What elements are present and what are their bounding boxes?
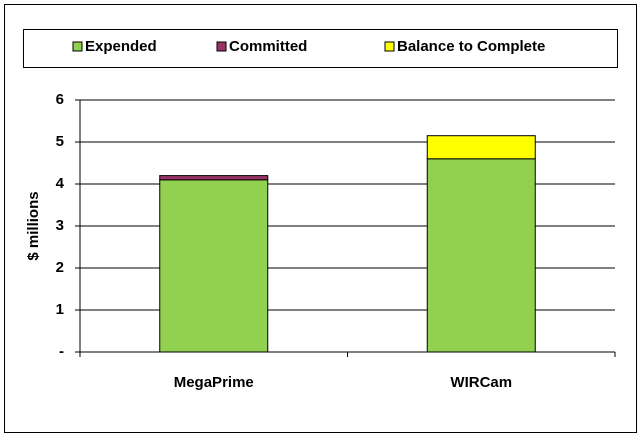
legend-label: Balance to Complete <box>397 38 545 55</box>
legend-box <box>23 29 618 68</box>
y-axis-title: $ millions <box>25 191 42 260</box>
y-tick-label: 5 <box>56 133 64 150</box>
legend-swatch <box>72 41 83 52</box>
bar-segment <box>159 175 269 181</box>
x-tick-label: WIRCam <box>450 374 512 391</box>
bar-segment <box>426 158 536 353</box>
y-tick-label: 2 <box>56 259 64 276</box>
bar-segment <box>159 179 269 353</box>
bar-segment <box>426 135 536 160</box>
x-tick-label: MegaPrime <box>174 374 254 391</box>
chart-frame <box>4 4 637 433</box>
y-tick-label: - <box>59 343 64 360</box>
y-tick-label: 4 <box>56 175 65 192</box>
legend-label: Expended <box>85 38 157 55</box>
legend-swatch <box>216 41 227 52</box>
y-tick-label: 6 <box>56 91 64 108</box>
legend-label: Committed <box>229 38 307 55</box>
legend-swatch <box>384 41 395 52</box>
y-tick-label: 1 <box>56 301 64 318</box>
y-tick-label: 3 <box>56 217 64 234</box>
